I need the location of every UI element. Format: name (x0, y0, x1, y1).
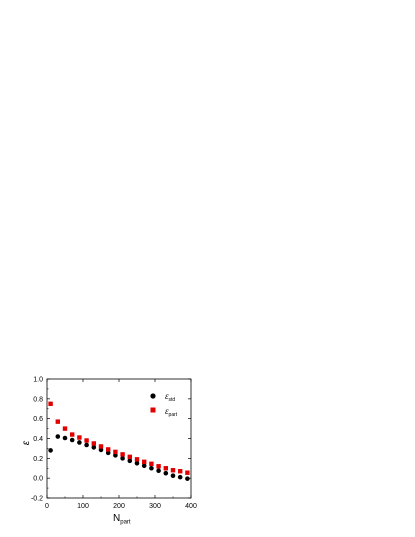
x-tick-label: 300 (149, 503, 161, 510)
data-point-part (178, 469, 183, 474)
data-point-std (163, 470, 169, 476)
data-point-std (55, 434, 61, 439)
data-point-std (91, 445, 97, 450)
data-point-std (84, 442, 89, 448)
data-point-part (134, 457, 140, 462)
x-tick-label: 200 (113, 503, 125, 510)
data-point-part (127, 454, 132, 460)
data-point-std (105, 450, 111, 456)
data-point-part (98, 444, 104, 449)
legend-marker-part (150, 407, 156, 413)
data-point-std (156, 468, 161, 474)
y-tick-label: 0.6 (33, 416, 43, 423)
data-point-std (141, 463, 147, 469)
data-point-part (163, 466, 168, 471)
data-point-part (48, 401, 53, 406)
data-point-std (120, 456, 125, 461)
legend-label-part: εpart (165, 406, 178, 418)
data-point-part (120, 452, 125, 457)
x-axis-label-main: N (113, 513, 120, 524)
data-point-std (77, 440, 82, 445)
y-tick-label: 0.0 (33, 476, 43, 483)
data-point-std (134, 460, 140, 466)
data-marks (48, 401, 190, 481)
data-point-std (48, 448, 53, 453)
data-point-std (177, 474, 183, 480)
x-axis-label: Npart (113, 513, 131, 526)
x-tick-label: 100 (77, 503, 89, 510)
data-point-part (84, 438, 89, 443)
legend: εstd εpart (150, 391, 178, 418)
y-tick-label: -0.2 (31, 496, 43, 503)
data-point-part (149, 461, 154, 466)
x-tick-label: 400 (185, 503, 197, 510)
y-tick-label: 0.4 (33, 436, 43, 443)
data-point-part (170, 468, 176, 473)
data-point-part (142, 459, 147, 465)
data-point-part (55, 419, 60, 424)
data-point-part (91, 441, 96, 446)
data-point-part (156, 464, 161, 469)
data-point-part (70, 432, 75, 437)
data-point-part (113, 449, 118, 455)
x-axis-label-sub: part (120, 520, 131, 526)
data-point-part (77, 435, 82, 440)
data-point-std (185, 476, 190, 481)
data-point-std (170, 473, 176, 478)
y-tick-label: 1.0 (33, 377, 43, 384)
x-tick-label: 0 (45, 503, 49, 510)
y-tick-label: 0.2 (33, 456, 43, 463)
axis-ticks (46, 378, 192, 499)
legend-label-std: εstd (165, 391, 175, 403)
data-point-std (113, 453, 118, 458)
y-tick-label: 0.8 (33, 396, 43, 403)
data-point-part (185, 470, 190, 475)
data-point-part (106, 447, 111, 452)
data-point-std (69, 437, 75, 443)
data-point-std (98, 447, 104, 453)
data-point-part (62, 426, 68, 431)
data-point-std (149, 465, 154, 471)
data-point-std (62, 435, 68, 441)
legend-marker-std (150, 393, 156, 399)
y-axis-label: ε (21, 440, 32, 445)
data-point-std (127, 458, 133, 464)
tick-labels: 0 100 200 300 400 -0.2 0.0 0.2 0.4 0.6 0.8 1.0 (31, 377, 197, 511)
